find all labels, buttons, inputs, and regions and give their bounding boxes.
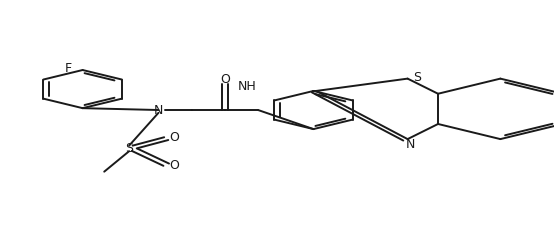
Text: O: O: [220, 73, 230, 86]
Text: O: O: [170, 132, 179, 144]
Text: S: S: [413, 71, 422, 84]
Text: F: F: [65, 62, 72, 75]
Text: S: S: [125, 142, 133, 155]
Text: N: N: [154, 103, 163, 117]
Text: NH: NH: [238, 80, 256, 93]
Text: O: O: [170, 159, 179, 172]
Text: N: N: [406, 139, 415, 151]
